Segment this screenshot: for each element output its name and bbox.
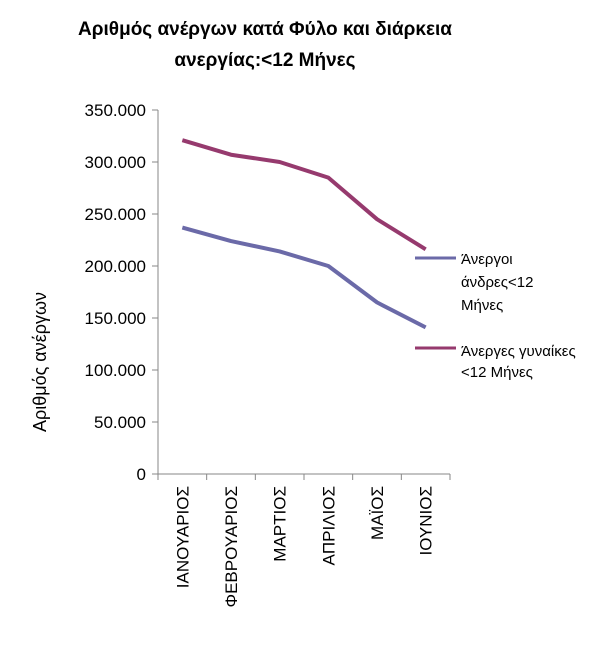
y-tick-label: 300.000 [85, 153, 146, 172]
y-axis-title: Αριθμός ανέργων [30, 292, 50, 432]
x-tick-label: ΦΕΒΡΟΥΑΡΙΟΣ [222, 486, 241, 607]
x-tick-label: ΜΑΡΤΙΟΣ [271, 486, 290, 562]
legend-label-2: <12 Μήνες [461, 364, 533, 381]
series-layer [181, 138, 427, 330]
y-tick-label: 250.000 [85, 205, 146, 224]
legend-label-1: Μήνες [461, 297, 503, 314]
legend-label-1: άνδρες<12 [461, 274, 533, 291]
x-tick-label: ΑΠΡΙΛΙΟΣ [319, 486, 338, 566]
y-ticks: 0 50.000 100.000 150.000 200.000 250.000 300.0… [85, 101, 158, 484]
legend-label-1: Άνεργοι [461, 251, 513, 268]
y-tick-label: 200.000 [85, 257, 146, 276]
series-line-2 [181, 138, 427, 252]
y-tick-label: 0 [137, 465, 146, 484]
x-tick-label: ΜΑΪΟΣ [368, 486, 387, 540]
legend-label-2: Άνεργες γυναίκες [461, 343, 576, 360]
y-tick-label: 100.000 [85, 361, 146, 380]
y-tick-label: 150.000 [85, 309, 146, 328]
legend: Άνεργοι άνδρες<12 Μήνες Άνεργες γυναίκες <12… [415, 251, 576, 381]
y-tick-label: 350.000 [85, 101, 146, 120]
x-ticks: ΙΑΝΟΥΑΡΙΟΣ ΦΕΒΡΟΥΑΡΙΟΣ ΜΑΡΤΙΟΣ ΑΠΡΙΛΙΟΣ ΜΑΪΟ… [157, 474, 451, 607]
chart-title-line-1: Αριθμός ανέργων κατά Φύλο και διάρκεια [78, 19, 452, 40]
y-tick-label: 50.000 [94, 413, 146, 432]
chart-title-line-2: ανεργίας:<12 Μήνες [174, 50, 355, 71]
x-tick-label: ΙΟΥΝΙΟΣ [417, 486, 436, 555]
x-tick-label: ΙΑΝΟΥΑΡΙΟΣ [173, 486, 192, 588]
series-line-1 [181, 225, 427, 330]
